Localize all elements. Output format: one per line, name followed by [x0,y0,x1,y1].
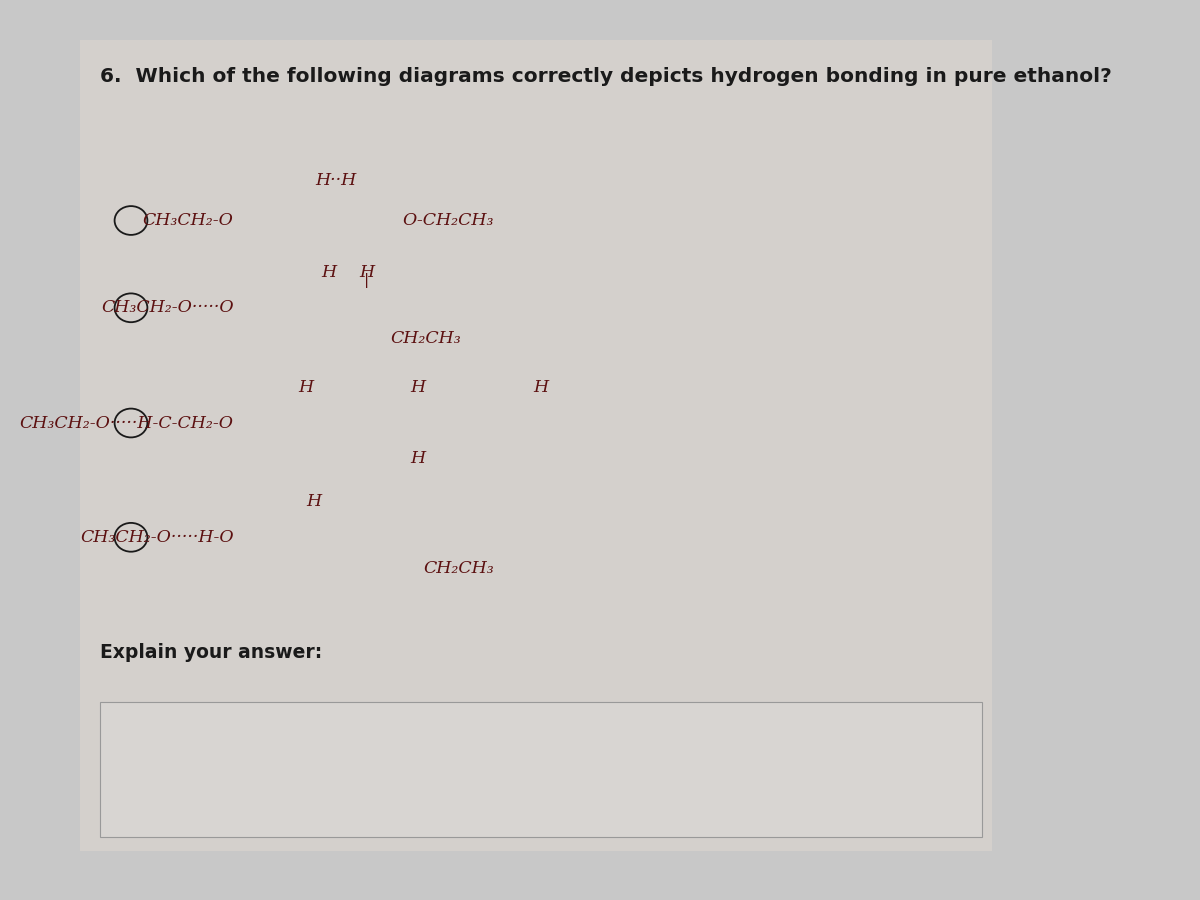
FancyBboxPatch shape [79,40,992,850]
Text: H: H [410,379,426,396]
Text: H: H [299,379,314,396]
Text: H: H [306,493,322,510]
Text: CH₃CH₂-O·····H-C-CH₂-O: CH₃CH₂-O·····H-C-CH₂-O [19,415,234,431]
Text: CH₃CH₂-O: CH₃CH₂-O [143,212,234,229]
FancyBboxPatch shape [101,702,982,837]
Text: O-CH₂CH₃: O-CH₂CH₃ [403,212,494,229]
Text: |: | [364,273,370,288]
Text: Explain your answer:: Explain your answer: [101,644,323,662]
Text: CH₃CH₂-O·····H-O: CH₃CH₂-O·····H-O [80,529,234,545]
Text: H··H: H··H [316,172,356,189]
Text: H: H [322,264,336,281]
Text: CH₂CH₃: CH₂CH₃ [390,330,461,347]
Text: H: H [410,450,426,467]
Text: H: H [359,264,374,281]
Text: 6.  Which of the following diagrams correctly depicts hydrogen bonding in pure e: 6. Which of the following diagrams corre… [101,68,1112,86]
Text: H: H [534,379,548,396]
Text: CH₂CH₃: CH₂CH₃ [424,560,494,577]
Text: CH₃CH₂-O·····O: CH₃CH₂-O·····O [101,300,234,316]
